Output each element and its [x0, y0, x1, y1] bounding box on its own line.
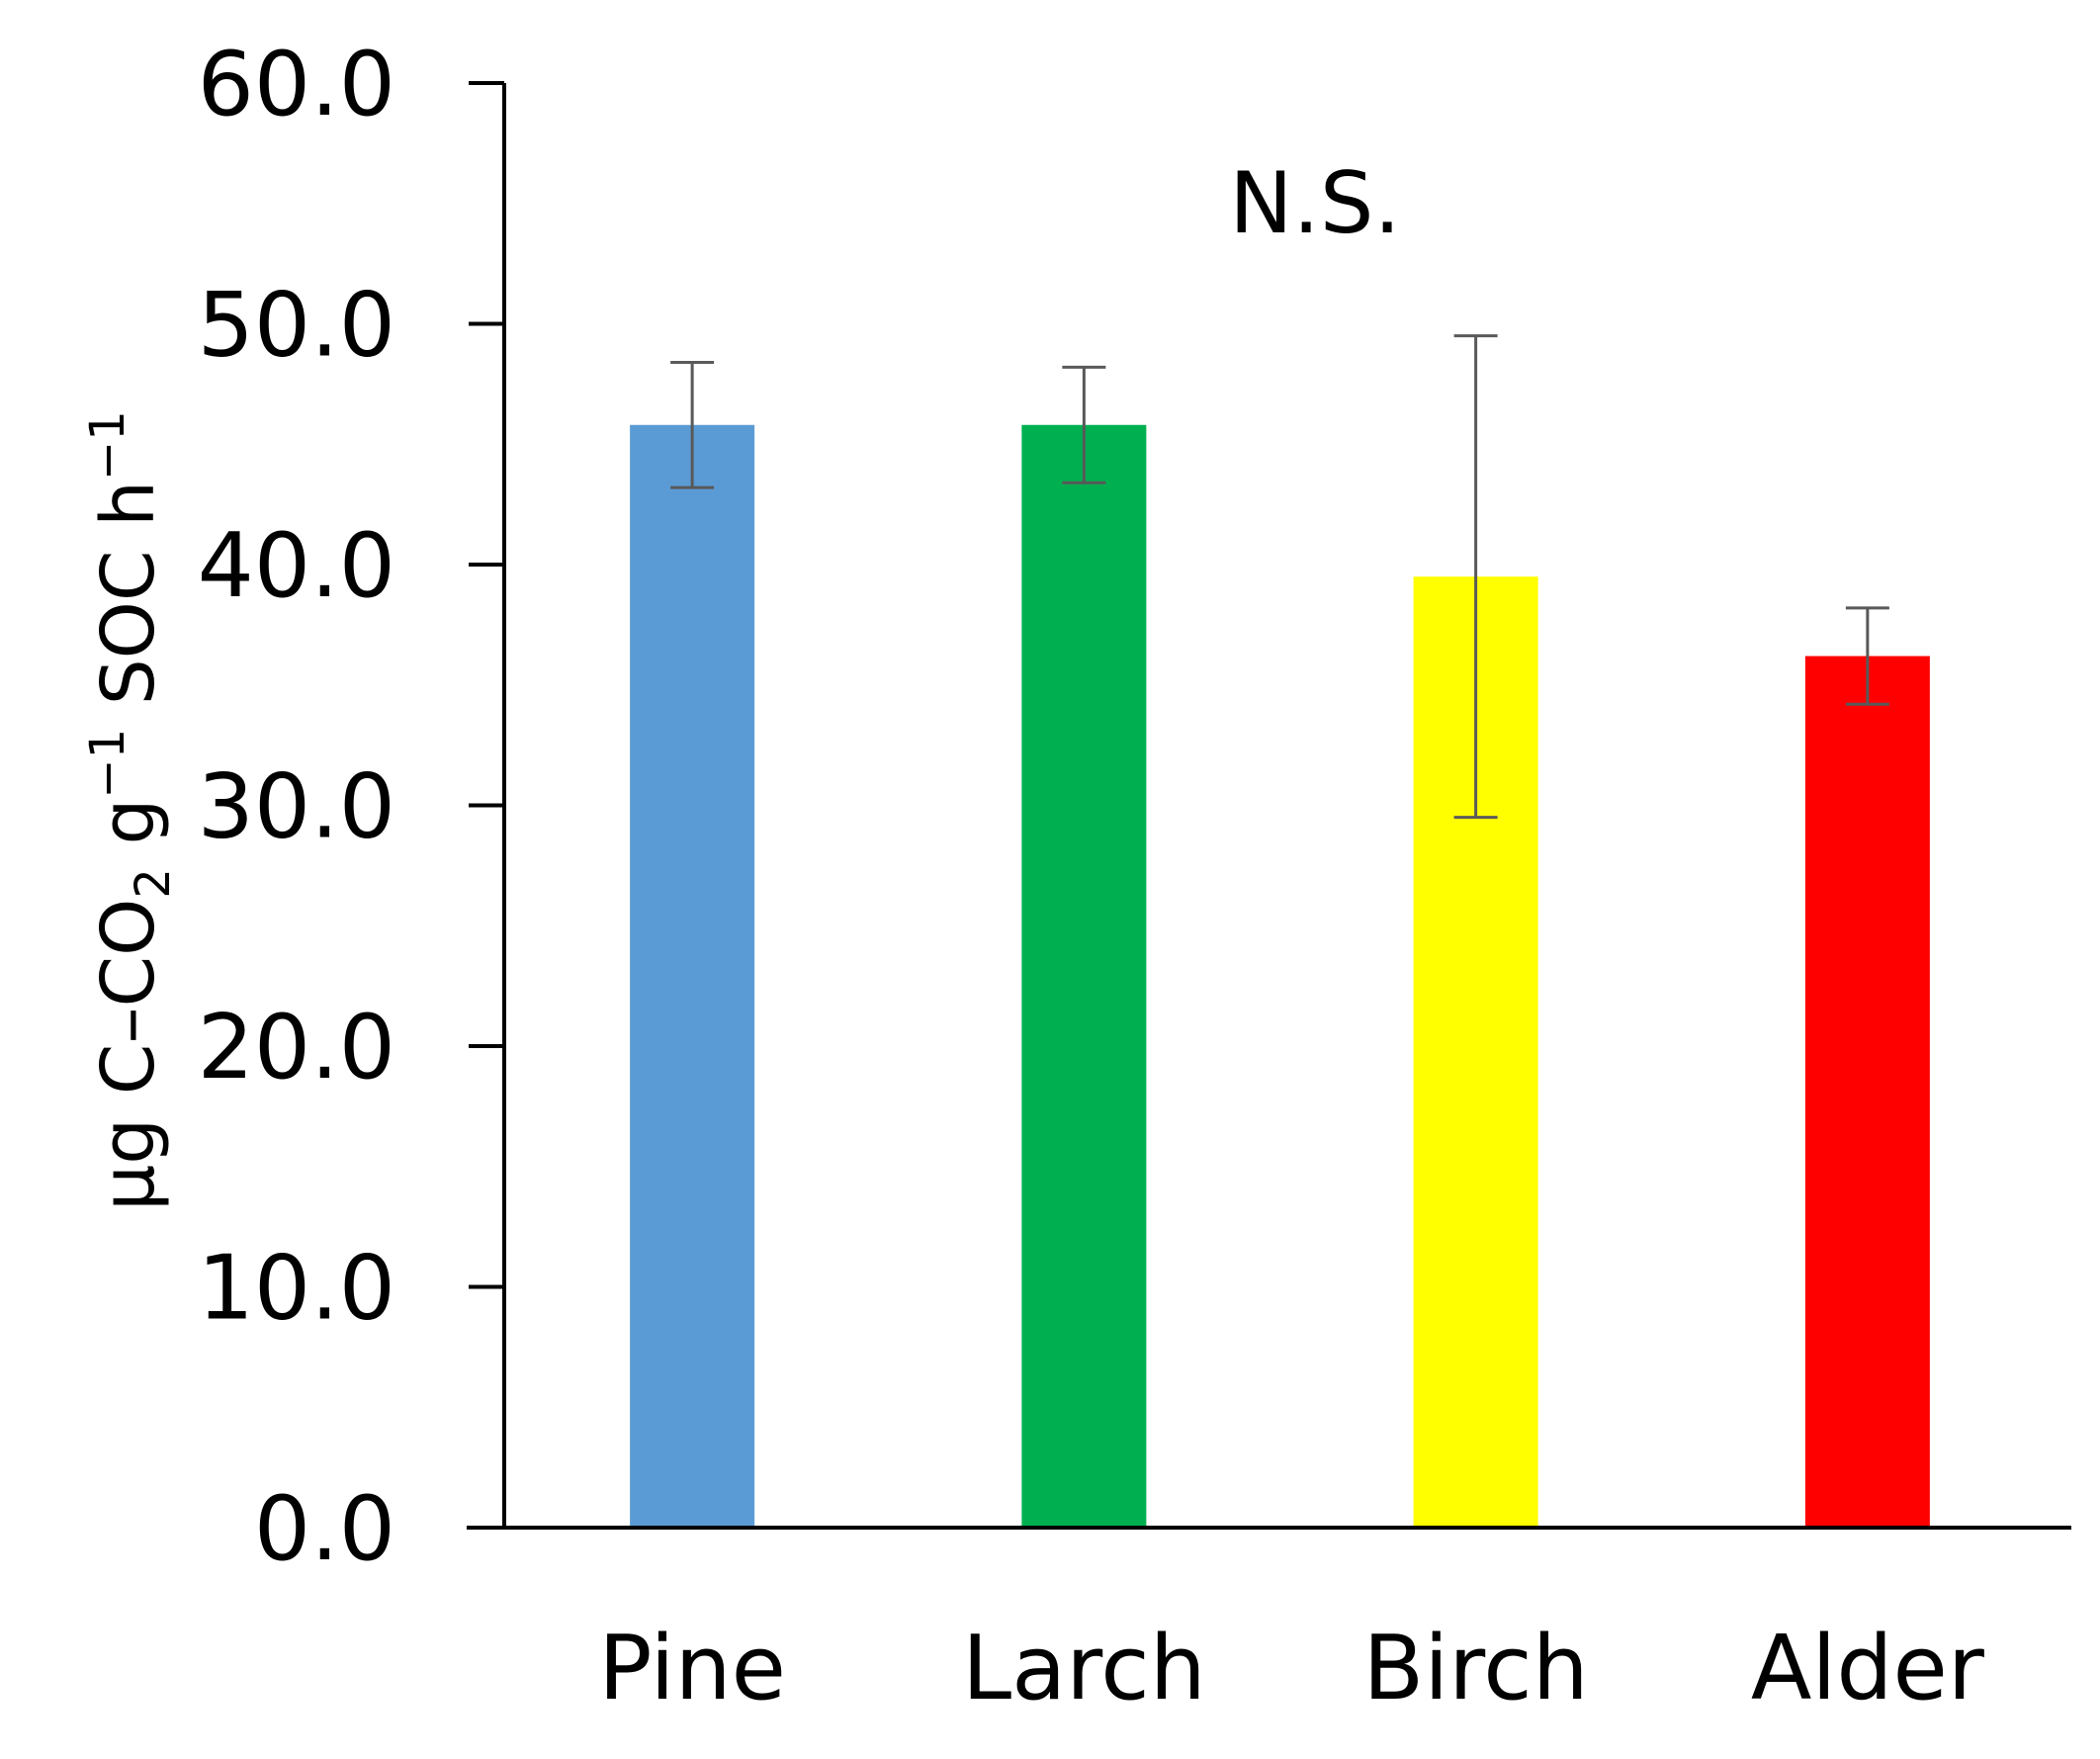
y-ticks: 0.0 10.0 20.0 30.0 40.0 50.0 60.0 — [198, 33, 504, 1581]
x-category-label: Pine — [598, 1617, 786, 1720]
y-tick-label: 0.0 — [254, 1477, 395, 1581]
significance-annotation: N.S. — [1229, 154, 1401, 253]
y-axis-label-sup2: −1 — [80, 410, 135, 481]
y-tick-label: 10.0 — [198, 1237, 395, 1341]
y-axis-label-sup1: −1 — [80, 729, 135, 799]
y-axis-label-prefix: μg C–CO — [86, 899, 171, 1211]
y-axis-label: μg C–CO2 g−1 SOC h−1 — [80, 410, 181, 1211]
y-tick-label: 40.0 — [198, 514, 395, 618]
x-category-label: Birch — [1362, 1617, 1588, 1720]
y-axis-label-sub: 2 — [126, 868, 181, 899]
y-axis-label-middle: g — [86, 799, 171, 869]
y-tick-label: 60.0 — [198, 33, 395, 136]
bar-pine — [630, 424, 755, 1528]
y-axis-label-suffix: SOC h — [86, 481, 171, 729]
error-bars — [670, 334, 1889, 820]
bar-alder — [1804, 656, 1930, 1528]
y-tick-label: 30.0 — [198, 755, 395, 859]
x-category-label: Larch — [962, 1617, 1206, 1720]
bars — [630, 424, 1930, 1528]
y-tick-label: 50.0 — [198, 274, 395, 378]
y-tick-label: 20.0 — [198, 996, 395, 1099]
x-category-label: Alder — [1751, 1617, 1984, 1720]
bar-larch — [1021, 424, 1147, 1528]
x-category-labels: Pine Larch Birch Alder — [598, 1617, 1984, 1720]
